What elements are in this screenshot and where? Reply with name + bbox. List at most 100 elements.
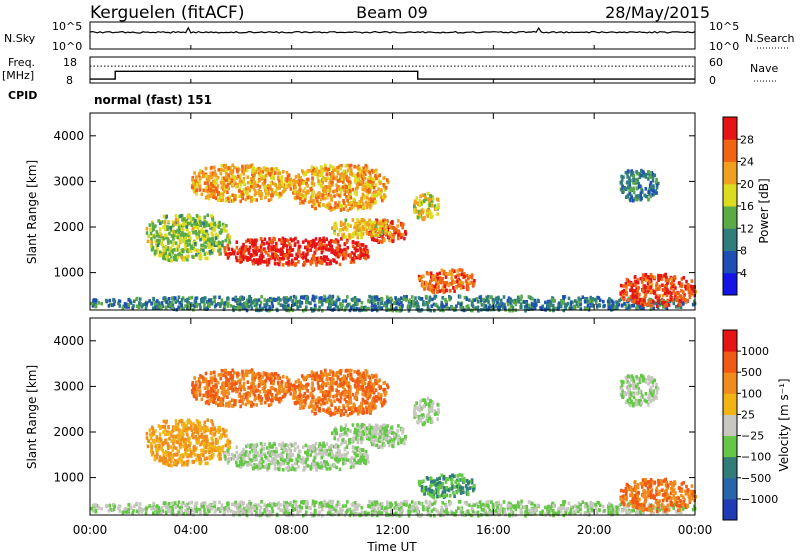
velocity-echo-cell (341, 508, 344, 512)
power-echo-cell (309, 197, 313, 201)
velocity-echo-cell (507, 501, 511, 505)
power-echo-cell (222, 189, 226, 194)
power-echo-cell (381, 230, 384, 234)
velocity-echo-cell (491, 505, 495, 509)
power-echo-cell (517, 300, 520, 304)
velocity-echo-cell (270, 506, 274, 510)
power-echo-cell (356, 302, 359, 306)
power-echo-cell (360, 218, 364, 222)
power-echo-cell (413, 201, 417, 206)
velocity-echo-cell (339, 507, 342, 511)
power-echo-cell (248, 297, 252, 301)
power-echo-cell (563, 304, 567, 308)
power-echo-cell (450, 276, 453, 280)
velocity-echo-cell (237, 509, 240, 514)
power-echo-cell (436, 276, 440, 281)
power-echo-cell (371, 194, 374, 198)
power-echo-cell (118, 304, 121, 308)
power-echo-cell (181, 257, 184, 262)
velocity-echo-cell (337, 502, 341, 507)
power-echo-cell (625, 284, 628, 289)
power-echo-cell (270, 307, 274, 312)
velocity-echo-cell (490, 500, 493, 504)
power-echo-cell (290, 253, 294, 258)
power-echo-cell (163, 227, 167, 232)
power-echo-cell (364, 305, 367, 310)
power-echo-cell (194, 175, 198, 179)
velocity-echo-cell (221, 506, 224, 511)
power-echo-cell (253, 246, 257, 250)
velocity-echo-cell (591, 503, 595, 508)
power-echo-cell (378, 225, 382, 229)
velocity-echo-cell (496, 505, 499, 510)
power-echo-cell (660, 298, 664, 303)
power-echo-cell (150, 244, 153, 248)
power-echo-cell (161, 220, 164, 224)
power-echo-cell (267, 246, 270, 250)
power-echo-cell (435, 283, 438, 287)
power-echo-cell (177, 225, 181, 230)
power-echo-cell (567, 296, 571, 301)
power-echo-cell (649, 290, 653, 294)
power-echo-cell (383, 193, 386, 197)
power-echo-cell (159, 250, 162, 255)
power-echo-cell (289, 295, 293, 300)
power-echo-cell (314, 260, 317, 264)
power-echo-cell (371, 201, 374, 206)
power-echo-cell (328, 302, 331, 307)
power-echo-cell (630, 169, 634, 173)
power-echo-cell (203, 230, 206, 235)
power-echo-cell (144, 306, 148, 310)
power-echo-cell (544, 300, 547, 305)
power-echo-cell (348, 188, 352, 192)
power-echo-cell (383, 182, 387, 187)
power-echo-cell (250, 177, 253, 181)
velocity-echo-cell (509, 509, 513, 514)
power-echo-cell (682, 295, 685, 299)
power-echo-cell (172, 237, 175, 241)
power-echo-cell (336, 205, 339, 209)
power-echo-cell (123, 302, 127, 306)
power-echo-cell (239, 173, 242, 178)
velocity-echo-cell (174, 505, 177, 509)
velocity-echo-cell (94, 503, 97, 507)
power-echo-cell (309, 262, 313, 266)
power-colorbar-tick-label: 20 (740, 178, 754, 191)
power-echo-cell (263, 247, 266, 251)
power-echo-cell (269, 181, 273, 185)
power-echo-cell (238, 194, 241, 198)
velocity-echo-cell (360, 505, 364, 510)
power-echo-cell (184, 232, 188, 237)
power-echo-cell (663, 284, 667, 289)
power-echo-cell (199, 223, 202, 228)
power-echo-cell (657, 273, 660, 278)
power-echo-cell (309, 260, 312, 264)
velocity-echo-cell (386, 503, 390, 508)
power-echo-cell (358, 221, 361, 226)
power-echo-cell (470, 273, 474, 277)
power-echo-cell (230, 247, 234, 252)
power-echo-cell (219, 302, 223, 306)
power-echo-cell (337, 187, 340, 191)
power-echo-cell (265, 251, 268, 255)
velocity-echo-cell (668, 504, 672, 508)
power-echo-cell (100, 301, 103, 306)
power-echo-cell (365, 221, 369, 226)
nsearch-tick-bottom: 10^0 (709, 40, 739, 53)
power-echo-cell (165, 256, 169, 260)
power-echo-cell (213, 184, 216, 189)
power-echo-cell (408, 305, 412, 309)
power-echo-cell (317, 260, 320, 264)
power-echo-cell (226, 182, 230, 187)
power-echo-cell (364, 256, 367, 261)
power-echo-cell (611, 307, 614, 312)
power-echo-cell (251, 259, 254, 264)
power-echo-cell (652, 290, 655, 294)
power-echo-cell (227, 186, 230, 191)
power-echo-cell (558, 301, 561, 305)
power-echo-cell (310, 165, 314, 169)
power-echo-cell (186, 302, 190, 307)
velocity-echo-cell (219, 507, 223, 511)
power-echo-cell (350, 206, 354, 210)
power-echo-cell (147, 234, 150, 238)
